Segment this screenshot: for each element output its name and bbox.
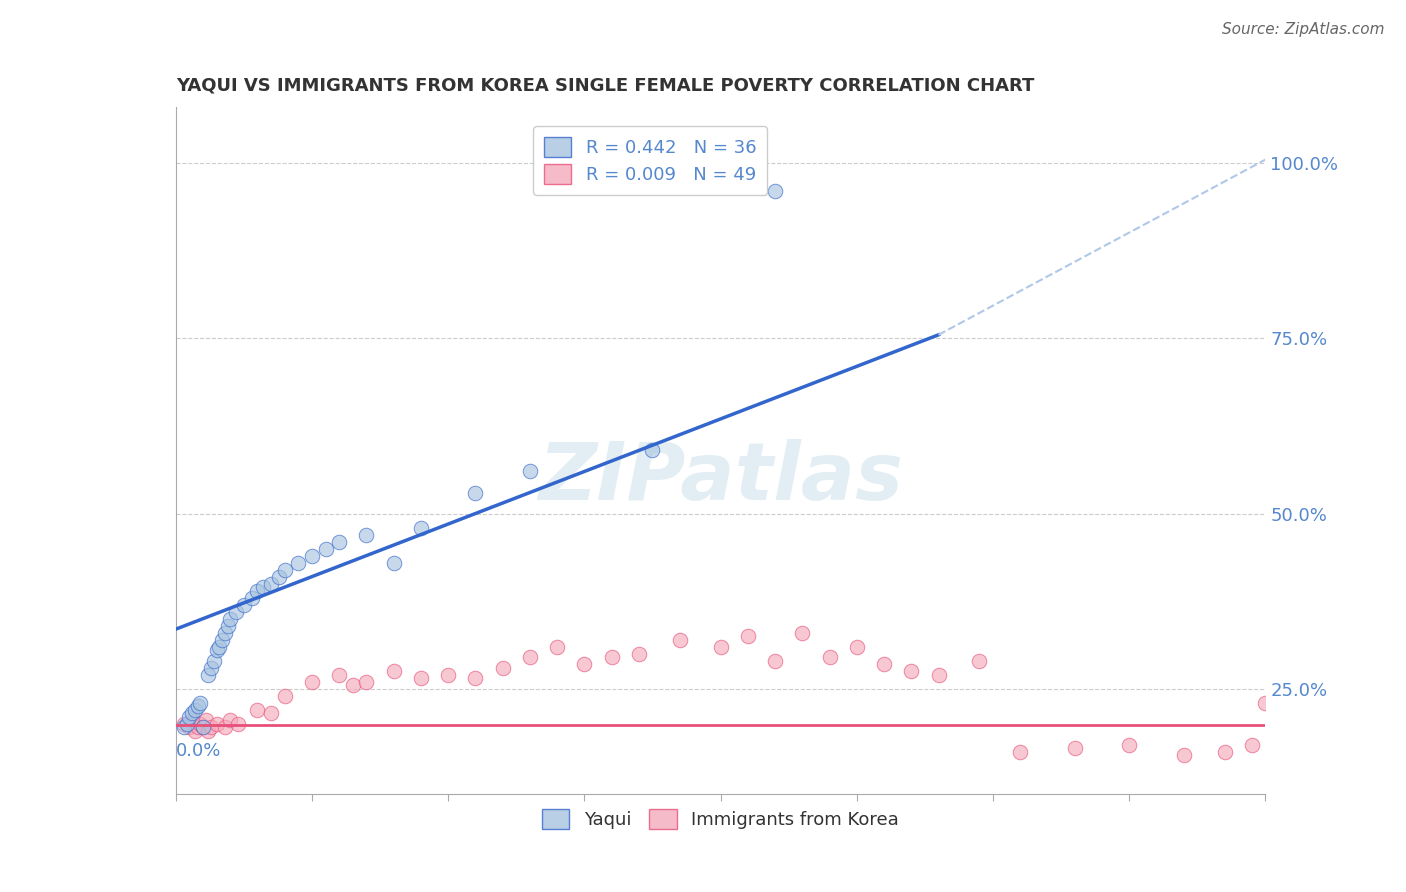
Point — [315, 541, 337, 556]
Point — [382, 664, 405, 679]
Point — [928, 667, 950, 681]
Point — [792, 625, 814, 640]
Point — [211, 632, 233, 647]
Point — [184, 723, 207, 738]
Point — [197, 723, 219, 738]
Text: YAQUI VS IMMIGRANTS FROM KOREA SINGLE FEMALE POVERTY CORRELATION CHART: YAQUI VS IMMIGRANTS FROM KOREA SINGLE FE… — [176, 77, 1035, 95]
Point — [225, 605, 247, 619]
Point — [184, 703, 207, 717]
Point — [200, 661, 222, 675]
Point — [873, 657, 896, 672]
Point — [188, 716, 211, 731]
Point — [763, 184, 786, 198]
Point — [668, 632, 690, 647]
Point — [356, 674, 378, 689]
Point — [246, 703, 269, 717]
Legend: Yaqui, Immigrants from Korea: Yaqui, Immigrants from Korea — [536, 802, 905, 837]
Text: 0.0%: 0.0% — [176, 742, 221, 760]
Point — [546, 640, 568, 654]
Point — [737, 629, 759, 643]
Point — [205, 716, 228, 731]
Point — [191, 720, 214, 734]
Point — [202, 654, 225, 668]
Point — [179, 720, 201, 734]
Point — [600, 650, 623, 665]
Point — [409, 520, 432, 534]
Point — [181, 706, 204, 721]
Point — [217, 618, 239, 632]
Point — [356, 527, 378, 541]
Text: Source: ZipAtlas.com: Source: ZipAtlas.com — [1222, 22, 1385, 37]
Point — [464, 485, 486, 500]
Point — [287, 556, 309, 570]
Point — [191, 720, 214, 734]
Point — [197, 667, 219, 681]
Point — [269, 569, 291, 583]
Point — [246, 583, 269, 598]
Point — [232, 598, 254, 612]
Point — [260, 576, 283, 591]
Point — [301, 549, 323, 563]
Point — [176, 716, 198, 731]
Point — [969, 654, 991, 668]
Point — [179, 710, 201, 724]
Point — [1254, 696, 1277, 710]
Point — [194, 714, 217, 728]
Point — [186, 699, 209, 714]
Point — [519, 465, 541, 479]
Point — [173, 716, 195, 731]
Point — [1010, 745, 1032, 759]
Point — [900, 664, 922, 679]
Point — [845, 640, 868, 654]
Point — [173, 720, 195, 734]
Point — [208, 640, 231, 654]
Point — [219, 714, 242, 728]
Point — [409, 671, 432, 685]
Point — [186, 720, 209, 734]
Point — [328, 534, 350, 549]
Point — [382, 556, 405, 570]
Point — [252, 580, 274, 594]
Point — [1118, 738, 1140, 752]
Point — [492, 661, 515, 675]
Point — [464, 671, 486, 685]
Point — [240, 591, 263, 605]
Point — [228, 716, 250, 731]
Point — [205, 643, 228, 657]
Point — [274, 689, 297, 703]
Point — [301, 674, 323, 689]
Point — [181, 714, 204, 728]
Point — [219, 612, 242, 626]
Point — [641, 443, 664, 458]
Point — [200, 720, 222, 734]
Text: ZIPatlas: ZIPatlas — [538, 439, 903, 517]
Point — [342, 678, 364, 692]
Point — [574, 657, 596, 672]
Point — [1063, 741, 1085, 756]
Point — [763, 654, 786, 668]
Point — [274, 563, 297, 577]
Point — [214, 625, 236, 640]
Point — [214, 720, 236, 734]
Point — [188, 696, 211, 710]
Point — [328, 667, 350, 681]
Point — [710, 640, 733, 654]
Point — [1173, 748, 1195, 763]
Point — [627, 647, 650, 661]
Point — [1240, 738, 1263, 752]
Point — [437, 667, 460, 681]
Point — [519, 650, 541, 665]
Point — [818, 650, 841, 665]
Point — [1213, 745, 1236, 759]
Point — [260, 706, 283, 721]
